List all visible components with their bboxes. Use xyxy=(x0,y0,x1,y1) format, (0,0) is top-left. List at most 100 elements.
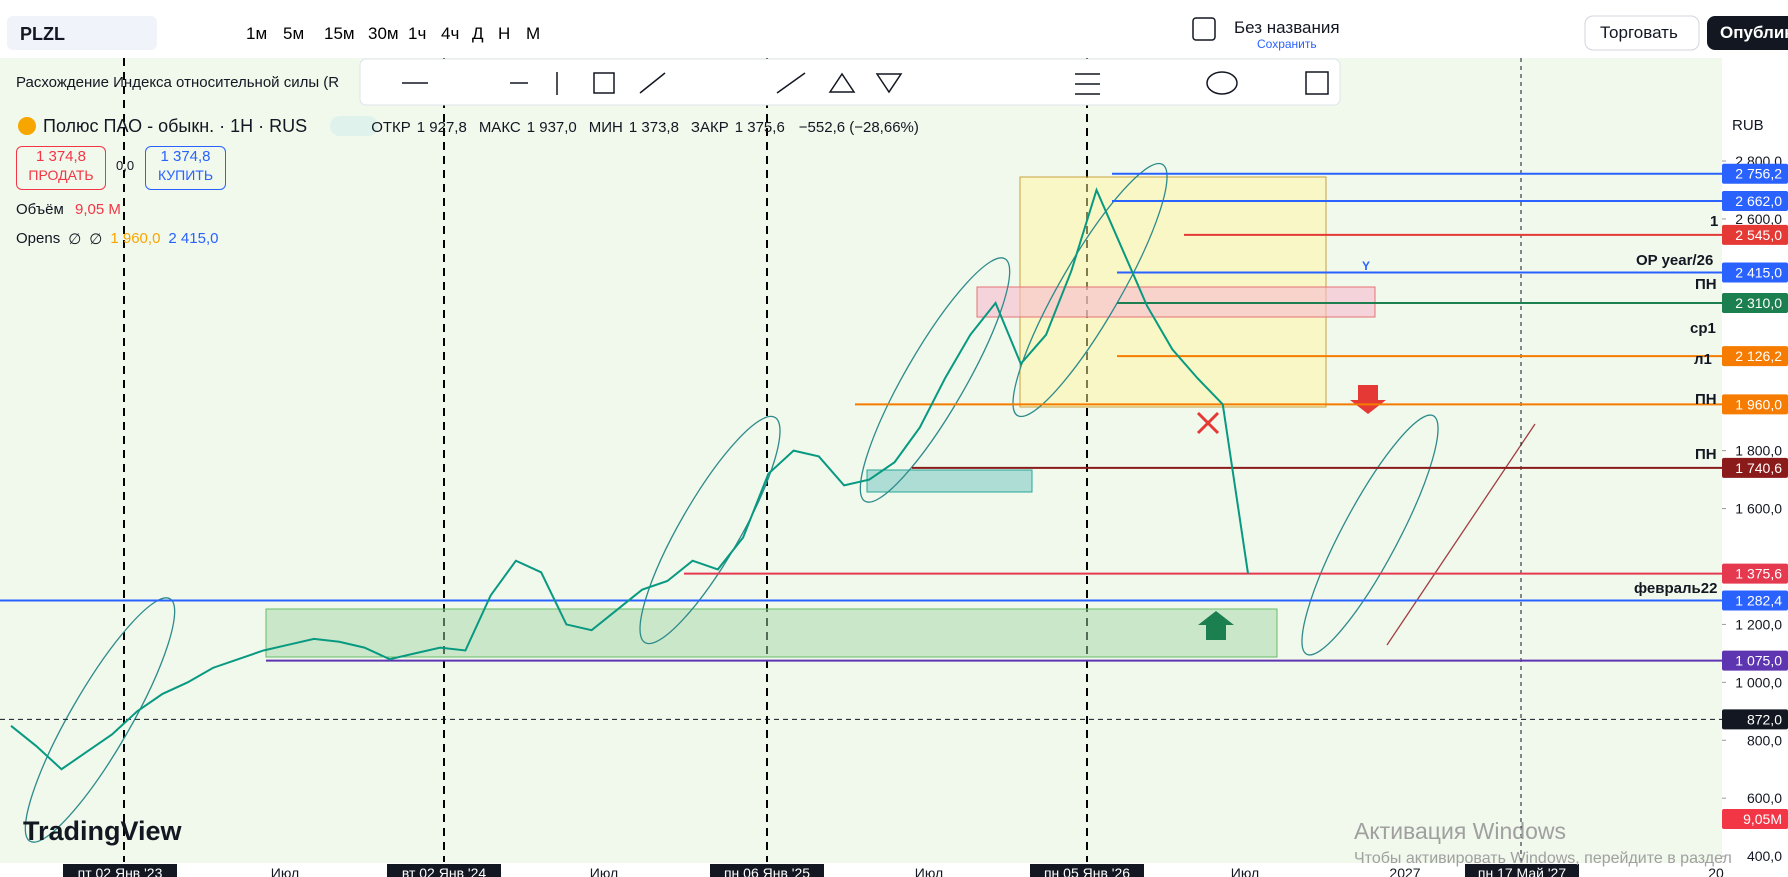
annotation: OP year/26 xyxy=(1636,252,1713,269)
interval[interactable]: 30м xyxy=(368,24,399,43)
trade-button[interactable] xyxy=(1584,15,1700,51)
layout-icon xyxy=(1192,17,1216,41)
volume-value: 9,05 M xyxy=(75,201,121,218)
price-label-bg xyxy=(1722,709,1788,730)
chart-bg xyxy=(0,58,1722,863)
interval[interactable]: 1м xyxy=(246,24,268,43)
price-label-bg xyxy=(1722,224,1788,245)
symbol[interactable]: PLZL xyxy=(20,24,65,44)
drawing-toolbar xyxy=(359,58,1341,106)
interval[interactable]: 15м xyxy=(324,24,355,43)
annotation: ПН xyxy=(1695,391,1717,408)
price-label: 2 545,0 xyxy=(1735,227,1782,243)
opens-label: Opens xyxy=(16,230,61,247)
time-label: 2027 xyxy=(1389,865,1420,877)
price-label: 1 960,0 xyxy=(1735,396,1782,412)
publish-button[interactable] xyxy=(1707,16,1788,50)
price-label: 2 310,0 xyxy=(1735,295,1782,311)
interval[interactable]: Д xyxy=(472,24,484,43)
opens-value: ∅ xyxy=(68,231,82,248)
symbol-logo xyxy=(18,117,36,135)
price-label: 1 075,0 xyxy=(1735,653,1782,669)
y-tick-label: 800,0 xyxy=(1747,732,1782,748)
arrow-down xyxy=(1350,385,1386,414)
price-label-bg xyxy=(1722,650,1788,671)
cross-mark xyxy=(1196,411,1220,435)
annotation: Y xyxy=(1362,259,1370,273)
trade[interactable]: Торговать xyxy=(1600,23,1678,42)
top-toolbar-bg xyxy=(0,0,1788,58)
price-line xyxy=(10,187,1249,771)
price-label-bg xyxy=(1722,163,1788,184)
time-label: пн 06 Янв '25 xyxy=(724,865,810,877)
price-label-bg xyxy=(1722,590,1788,611)
ohlc-label: ЗАКР xyxy=(690,119,729,136)
price-label-bg xyxy=(1722,292,1788,313)
time-label-bg xyxy=(710,864,824,877)
time-label-bg xyxy=(63,864,177,877)
annotation: л1 xyxy=(1694,351,1712,368)
layout-name[interactable]: Без названия xyxy=(1234,18,1340,37)
interval[interactable]: 4ч xyxy=(441,24,460,43)
time-label: Июл xyxy=(271,865,299,877)
time-label: 20 xyxy=(1708,865,1724,877)
time-label-bg xyxy=(1030,864,1144,877)
time-label: Июл xyxy=(1231,865,1259,877)
price-label: 1 740,6 xyxy=(1735,460,1782,476)
buy-button[interactable]: 1 374,8 КУПИТЬ xyxy=(145,146,226,190)
y-tick-label: 2 600,0 xyxy=(1735,211,1782,227)
sell-label: ПРОДАТЬ xyxy=(28,167,94,183)
interval[interactable]: Н xyxy=(498,24,511,43)
price-label-bg xyxy=(1722,346,1788,367)
interval[interactable]: 1ч xyxy=(408,24,427,43)
y-tick-label: 1 800,0 xyxy=(1735,443,1782,459)
drawing-tools xyxy=(402,71,1329,95)
y-tick-label: 1 000,0 xyxy=(1735,674,1782,690)
publish[interactable]: Опублик xyxy=(1720,23,1788,42)
y-tick-label: 1 200,0 xyxy=(1735,616,1782,632)
os-notice-sub: Чтобы активировать Windows, перейдите в … xyxy=(1354,850,1732,867)
time-label-bg xyxy=(1465,864,1579,877)
price-label: 2 756,2 xyxy=(1735,166,1782,182)
ohlc-label: МИН xyxy=(588,119,623,136)
y-tick-label: 600,0 xyxy=(1747,790,1782,806)
price-label-bg xyxy=(1722,262,1788,283)
ohlc: ОТКР 1 927,8 МАКС 1 937,0 МИН 1 373,8 ЗАКР 1 37… xyxy=(371,119,791,136)
opens: Opens ∅ ∅ 1 960,0 2 415,0 xyxy=(16,230,218,248)
ohlc-label: МАКС xyxy=(478,119,521,136)
ohlc-value: 1 927,8 xyxy=(416,119,467,136)
save[interactable]: Сохранить xyxy=(1257,37,1317,51)
price-label: 2 415,0 xyxy=(1735,265,1782,281)
price-label: 2 126,2 xyxy=(1735,348,1782,364)
os-notice: Активация Windows xyxy=(1354,818,1566,844)
sell-button[interactable]: 1 374,8 ПРОДАТЬ xyxy=(16,146,106,190)
change: −552,6 (−28,66%) xyxy=(798,119,919,136)
price-label: 1 282,4 xyxy=(1735,593,1782,609)
buy-label: КУПИТЬ xyxy=(157,167,214,183)
time-label: пн 05 Янв '26 xyxy=(1044,865,1130,877)
price-label-bg xyxy=(1722,191,1788,212)
time-label: пт 02 Янв '23 xyxy=(78,865,163,877)
time-label: Июл xyxy=(915,865,943,877)
ellipses xyxy=(24,162,1439,843)
arrow-up xyxy=(1198,611,1234,640)
price-label-bg xyxy=(1722,563,1788,584)
annotation: ПН xyxy=(1695,446,1717,463)
time-label: пн 17 Май '27 xyxy=(1478,865,1566,877)
price-label: 872,0 xyxy=(1747,711,1782,727)
ohlc-value: 1 373,8 xyxy=(628,119,679,136)
price-label: 1 375,6 xyxy=(1735,566,1782,582)
price-label-bg xyxy=(1722,394,1788,415)
sell-price: 1 374,8 xyxy=(35,148,87,165)
watermark: TradingView xyxy=(23,816,182,846)
currency[interactable]: RUB xyxy=(1732,117,1764,134)
time-label: вт 02 Янв '24 xyxy=(402,865,487,877)
time-label: Июл xyxy=(590,865,618,877)
symbol-box[interactable] xyxy=(7,16,157,50)
interval[interactable]: 5м xyxy=(283,24,305,43)
interval[interactable]: М xyxy=(526,24,541,43)
price-label: 2 662,0 xyxy=(1735,193,1782,209)
volume-label: Объём xyxy=(16,201,64,218)
